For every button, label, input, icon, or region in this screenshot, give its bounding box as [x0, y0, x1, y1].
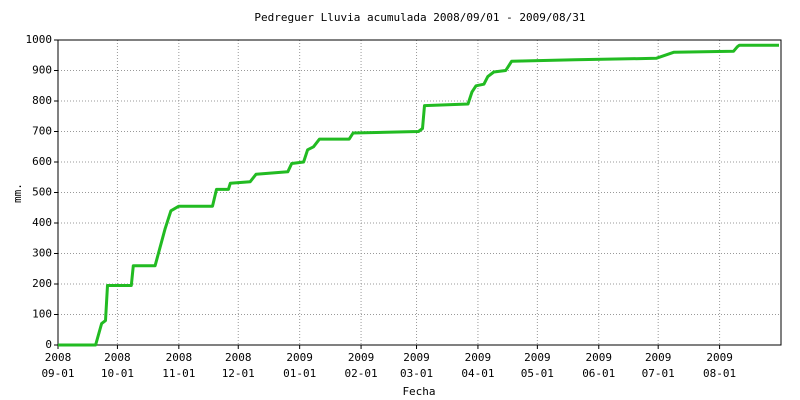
plot-frame [57, 39, 782, 346]
data-line [58, 43, 779, 347]
y-tick-label: 600 [32, 155, 52, 168]
x-tick-label: 09-01 [41, 367, 74, 380]
x-tick-label: 06-01 [582, 367, 615, 380]
x-tick-label: 2008 [45, 351, 72, 364]
x-tick-label: 2009 [286, 351, 313, 364]
y-tick-label: 200 [32, 277, 52, 290]
x-tick-label: 2009 [403, 351, 430, 364]
y-tick-label: 300 [32, 247, 52, 260]
y-tick-label: 0 [45, 338, 52, 351]
y-tick-label: 700 [32, 125, 52, 138]
x-tick-label: 2008 [225, 351, 252, 364]
x-tick-label: 04-01 [461, 367, 494, 380]
x-tick-label: 02-01 [345, 367, 378, 380]
y-tick-label: 500 [32, 186, 52, 199]
y-axis-label: mm. [11, 183, 24, 203]
x-axis-label: Fecha [402, 385, 435, 398]
x-tick-label: 2009 [465, 351, 492, 364]
x-tick-label: 2009 [348, 351, 375, 364]
x-tick-label: 2009 [645, 351, 672, 364]
x-tick-label: 10-01 [101, 367, 134, 380]
y-tick-label: 1000 [26, 33, 53, 46]
x-tick-label: 01-01 [283, 367, 316, 380]
x-tick-label: 12-01 [222, 367, 255, 380]
x-tick-label: 05-01 [521, 367, 554, 380]
y-tick-label: 400 [32, 216, 52, 229]
y-tick-label: 100 [32, 308, 52, 321]
x-tick-label: 2009 [524, 351, 551, 364]
x-tick-label: 2008 [166, 351, 193, 364]
x-tick-label: 03-01 [400, 367, 433, 380]
x-tick-label: 2009 [586, 351, 613, 364]
chart-title: Pedreguer Lluvia acumulada 2008/09/01 - … [254, 11, 585, 24]
x-tick-label: 11-01 [162, 367, 195, 380]
x-tick-label: 2009 [706, 351, 733, 364]
x-tick-label: 2008 [104, 351, 131, 364]
x-tick-label: 07-01 [642, 367, 675, 380]
y-tick-label: 800 [32, 94, 52, 107]
x-tick-label: 08-01 [703, 367, 736, 380]
y-tick-label: 900 [32, 64, 52, 77]
